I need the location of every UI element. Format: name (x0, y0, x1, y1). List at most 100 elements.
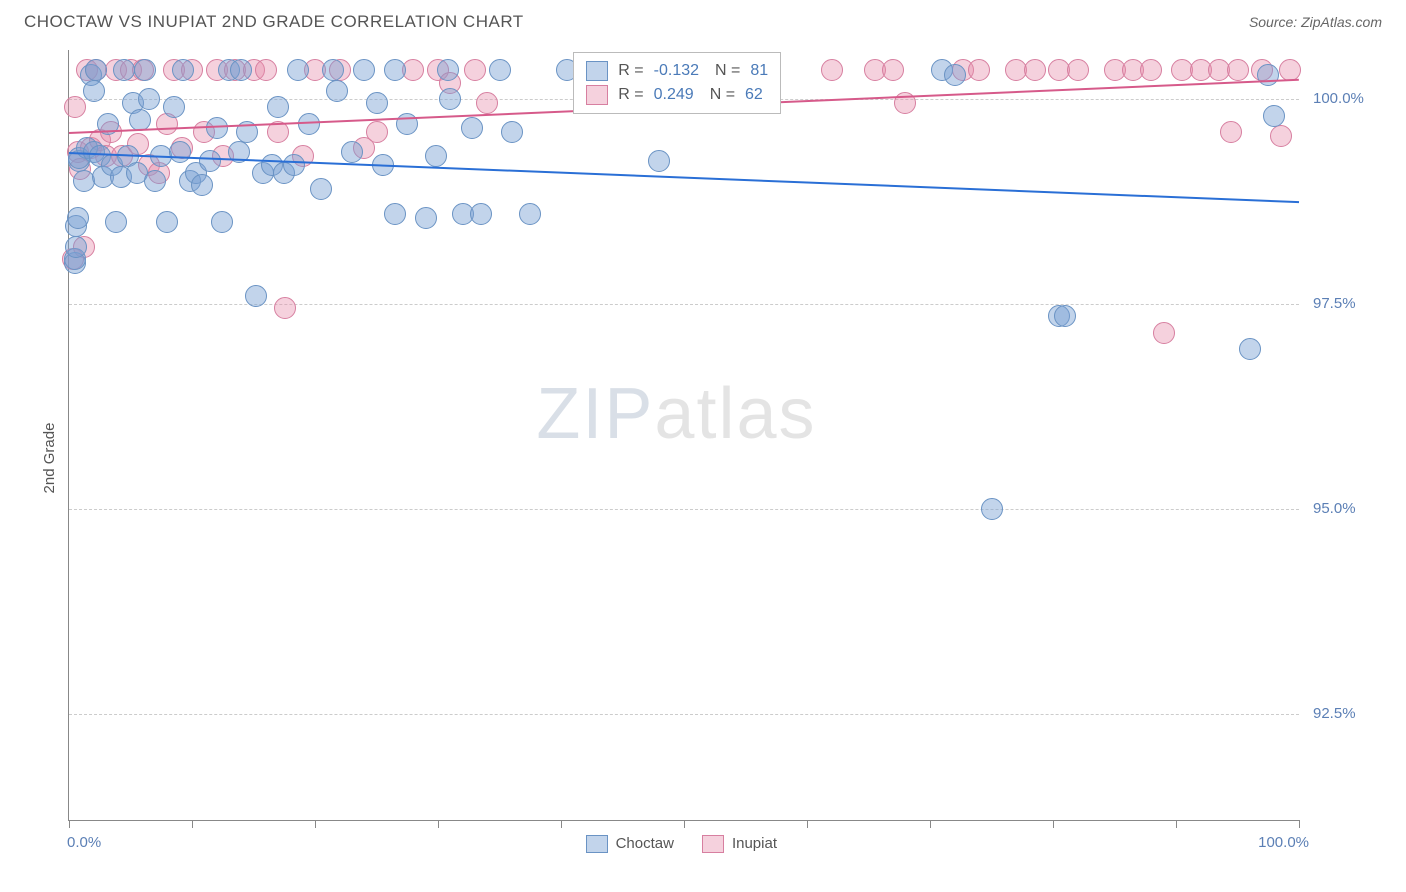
chart-title: CHOCTAW VS INUPIAT 2ND GRADE CORRELATION… (24, 12, 524, 32)
y-axis-label: 2nd Grade (41, 423, 58, 494)
choctaw-point (384, 203, 406, 225)
legend-swatch (586, 61, 608, 81)
y-tick-label: 92.5% (1313, 705, 1356, 722)
choctaw-point (85, 59, 107, 81)
inupiat-point (255, 59, 277, 81)
x-tick (192, 820, 193, 828)
inupiat-point (64, 96, 86, 118)
x-tick (930, 820, 931, 828)
legend-label: Inupiat (732, 832, 777, 856)
choctaw-point (326, 80, 348, 102)
choctaw-point (322, 59, 344, 81)
choctaw-point (144, 170, 166, 192)
y-tick-label: 97.5% (1313, 295, 1356, 312)
choctaw-point (105, 211, 127, 233)
inupiat-point (1140, 59, 1162, 81)
choctaw-point (648, 150, 670, 172)
stats-n-value: 62 (745, 83, 763, 107)
choctaw-point (353, 59, 375, 81)
choctaw-point (1263, 105, 1285, 127)
choctaw-point (341, 141, 363, 163)
inupiat-point (1153, 322, 1175, 344)
x-tick (438, 820, 439, 828)
gridline (69, 509, 1299, 510)
stats-r-value: 0.249 (654, 83, 694, 107)
inupiat-point (1227, 59, 1249, 81)
inupiat-point (821, 59, 843, 81)
source-label: Source: ZipAtlas.com (1249, 14, 1382, 30)
inupiat-point (274, 297, 296, 319)
stats-box: R =-0.132N =81R =0.249N =62 (573, 52, 781, 114)
choctaw-point (470, 203, 492, 225)
y-tick-label: 100.0% (1313, 90, 1364, 107)
x-tick (684, 820, 685, 828)
legend-item: Inupiat (702, 832, 777, 856)
choctaw-point (366, 92, 388, 114)
choctaw-point (65, 236, 87, 258)
choctaw-point (415, 207, 437, 229)
choctaw-point (245, 285, 267, 307)
legend-swatch (702, 835, 724, 853)
choctaw-point (129, 109, 151, 131)
gridline (69, 714, 1299, 715)
inupiat-point (1067, 59, 1089, 81)
inupiat-point (1220, 121, 1242, 143)
choctaw-point (134, 59, 156, 81)
choctaw-point (461, 117, 483, 139)
choctaw-point (230, 59, 252, 81)
x-tick-label: 100.0% (1249, 834, 1309, 851)
stats-r-label: R = (618, 83, 643, 107)
choctaw-point (1054, 305, 1076, 327)
inupiat-point (1024, 59, 1046, 81)
choctaw-point (519, 203, 541, 225)
choctaw-point (73, 170, 95, 192)
inupiat-point (366, 121, 388, 143)
inupiat-point (1270, 125, 1292, 147)
choctaw-point (501, 121, 523, 143)
legend-swatch (586, 835, 608, 853)
choctaw-point (113, 59, 135, 81)
inupiat-point (464, 59, 486, 81)
inupiat-point (882, 59, 904, 81)
legend: Choctaw Inupiat (586, 832, 777, 856)
x-tick (69, 820, 70, 828)
choctaw-point (172, 59, 194, 81)
choctaw-point (211, 211, 233, 233)
stats-n-label: N = (715, 59, 740, 83)
choctaw-point (191, 174, 213, 196)
legend-label: Choctaw (616, 832, 674, 856)
choctaw-point (384, 59, 406, 81)
choctaw-point (287, 59, 309, 81)
stats-n-value: 81 (750, 59, 768, 83)
x-tick (807, 820, 808, 828)
stats-row: R = -0.132 N = 81 (586, 59, 768, 83)
choctaw-point (67, 207, 89, 229)
stats-r-value: -0.132 (654, 59, 699, 83)
choctaw-point (489, 59, 511, 81)
x-tick (561, 820, 562, 828)
choctaw-point (437, 59, 459, 81)
x-tick (1299, 820, 1300, 828)
choctaw-point (199, 150, 221, 172)
legend-swatch (586, 85, 608, 105)
stats-row: R = 0.249 N = 62 (586, 83, 768, 107)
choctaw-point (163, 96, 185, 118)
inupiat-point (968, 59, 990, 81)
inupiat-point (476, 92, 498, 114)
choctaw-point (169, 141, 191, 163)
x-tick (1053, 820, 1054, 828)
choctaw-point (425, 145, 447, 167)
choctaw-point (310, 178, 332, 200)
stats-n-label: N = (710, 83, 735, 107)
choctaw-point (439, 88, 461, 110)
watermark: ZIPatlas (536, 373, 816, 455)
x-tick-label: 0.0% (67, 834, 101, 851)
plot-region: 92.5%95.0%97.5%100.0%0.0%100.0%ZIPatlasR… (68, 50, 1299, 821)
stats-r-label: R = (618, 59, 643, 83)
choctaw-point (283, 154, 305, 176)
choctaw-point (981, 498, 1003, 520)
choctaw-point (83, 80, 105, 102)
x-tick (1176, 820, 1177, 828)
y-tick-label: 95.0% (1313, 500, 1356, 517)
choctaw-point (1239, 338, 1261, 360)
